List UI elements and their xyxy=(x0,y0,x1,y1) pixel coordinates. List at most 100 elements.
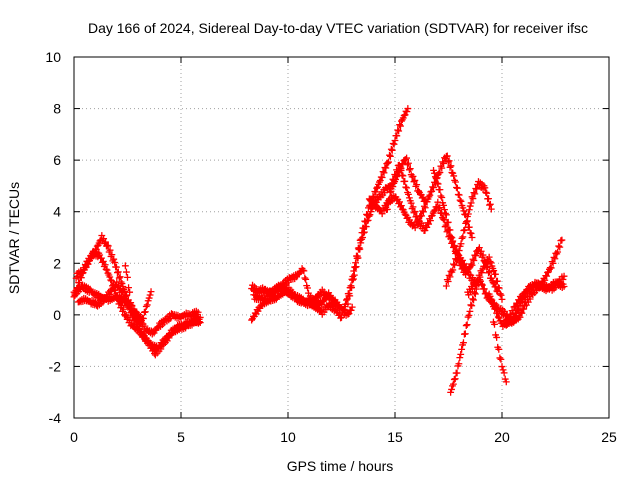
data-point xyxy=(470,257,478,264)
data-point xyxy=(354,254,362,262)
data-point xyxy=(476,276,484,284)
data-point xyxy=(444,158,452,166)
series-8 xyxy=(250,281,343,311)
data-point xyxy=(403,108,411,116)
data-point xyxy=(121,262,129,270)
data-point xyxy=(392,172,400,180)
data-point xyxy=(106,246,114,254)
data-point xyxy=(519,298,527,305)
data-point xyxy=(454,251,462,259)
data-point xyxy=(411,208,419,215)
data-point xyxy=(108,251,116,259)
data-point xyxy=(194,308,202,316)
data-point xyxy=(380,169,388,177)
data-point xyxy=(119,288,127,296)
x-tick-label: 20 xyxy=(494,429,510,445)
data-point xyxy=(554,248,562,256)
series-18 xyxy=(490,318,510,386)
data-point xyxy=(461,330,469,338)
data-point xyxy=(379,168,387,176)
data-point xyxy=(436,204,444,212)
data-point xyxy=(405,190,412,198)
y-tick-label: -4 xyxy=(49,410,62,426)
data-point xyxy=(421,204,429,212)
data-point xyxy=(420,202,428,210)
data-point xyxy=(499,366,507,374)
y-tick-label: 10 xyxy=(45,49,61,65)
data-point xyxy=(431,169,438,177)
data-point xyxy=(124,273,131,281)
data-point xyxy=(486,200,494,208)
data-point xyxy=(302,276,310,283)
data-point xyxy=(344,311,352,318)
data-point xyxy=(493,334,501,341)
data-point xyxy=(492,283,500,291)
data-point xyxy=(143,301,151,309)
data-point xyxy=(404,161,411,169)
data-point xyxy=(446,226,454,234)
data-point xyxy=(487,205,495,213)
data-point xyxy=(462,322,470,329)
data-point xyxy=(114,268,122,276)
data-point xyxy=(478,269,486,277)
data-point xyxy=(111,259,119,266)
data-point xyxy=(450,244,458,251)
data-point xyxy=(547,264,555,272)
data-point xyxy=(365,212,373,220)
data-point xyxy=(125,284,132,292)
data-point xyxy=(453,184,461,192)
data-point xyxy=(481,184,489,192)
data-point xyxy=(397,122,404,130)
data-point xyxy=(453,256,460,264)
data-point xyxy=(491,321,498,328)
data-point xyxy=(413,212,421,220)
data-point xyxy=(460,207,468,215)
data-point xyxy=(405,166,413,174)
data-point xyxy=(300,267,308,275)
data-point xyxy=(463,321,471,329)
data-point xyxy=(483,189,491,197)
data-point xyxy=(120,305,127,313)
y-tick-label: 4 xyxy=(53,204,61,220)
data-point xyxy=(555,242,563,250)
data-point xyxy=(460,260,468,268)
data-point xyxy=(441,223,449,231)
data-point xyxy=(401,210,409,218)
grid xyxy=(74,57,609,418)
data-point xyxy=(490,267,498,275)
data-point xyxy=(449,237,457,245)
data-point xyxy=(385,158,392,166)
data-point xyxy=(399,160,407,168)
data-point xyxy=(494,288,502,296)
data-point xyxy=(438,194,446,201)
data-point xyxy=(465,223,473,231)
data-point xyxy=(107,276,115,284)
data-point xyxy=(558,236,566,244)
data-point xyxy=(372,188,380,196)
data-point xyxy=(549,260,557,267)
data-point xyxy=(336,310,344,318)
data-point xyxy=(348,284,355,291)
data-point xyxy=(468,261,476,269)
series-14 xyxy=(442,178,495,290)
data-point xyxy=(556,243,564,251)
data-point xyxy=(502,378,510,386)
data-point xyxy=(457,197,465,205)
data-point xyxy=(397,167,405,174)
data-point xyxy=(451,375,459,383)
data-point xyxy=(494,309,501,317)
data-point xyxy=(130,316,138,324)
data-point xyxy=(442,211,450,219)
data-point xyxy=(461,226,469,234)
data-point xyxy=(403,184,411,192)
data-point xyxy=(480,285,488,293)
data-point xyxy=(482,258,490,266)
data-point xyxy=(509,318,517,325)
data-point xyxy=(466,202,474,210)
data-point xyxy=(453,369,461,377)
y-tick-label: 0 xyxy=(53,307,61,323)
data-point xyxy=(462,219,470,227)
data-point xyxy=(114,269,121,276)
y-axis: -4 -2 0 2 4 6 8 10 xyxy=(45,49,609,426)
